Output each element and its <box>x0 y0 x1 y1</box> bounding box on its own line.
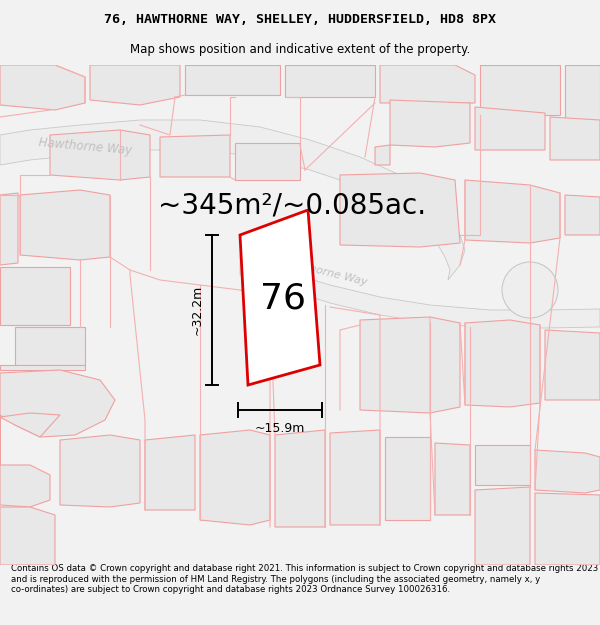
Polygon shape <box>465 180 560 243</box>
Text: Contains OS data © Crown copyright and database right 2021. This information is : Contains OS data © Crown copyright and d… <box>11 564 598 594</box>
Polygon shape <box>240 255 600 328</box>
Polygon shape <box>465 320 540 407</box>
Polygon shape <box>0 365 85 370</box>
Polygon shape <box>565 195 600 235</box>
Circle shape <box>502 262 558 318</box>
Polygon shape <box>360 317 460 413</box>
Polygon shape <box>375 145 390 165</box>
Polygon shape <box>285 65 375 97</box>
Polygon shape <box>475 445 530 485</box>
Polygon shape <box>240 210 320 385</box>
Text: ~32.2m: ~32.2m <box>191 285 204 335</box>
Text: ~15.9m: ~15.9m <box>255 422 305 435</box>
Polygon shape <box>275 430 325 527</box>
Polygon shape <box>0 370 115 437</box>
Polygon shape <box>0 465 50 507</box>
Polygon shape <box>390 100 470 147</box>
Polygon shape <box>550 117 600 160</box>
Polygon shape <box>50 130 150 180</box>
Polygon shape <box>60 435 140 507</box>
Polygon shape <box>380 65 475 103</box>
Polygon shape <box>535 493 600 565</box>
Polygon shape <box>0 65 85 110</box>
Polygon shape <box>480 65 560 115</box>
Polygon shape <box>15 327 85 365</box>
Text: 76, HAWTHORNE WAY, SHELLEY, HUDDERSFIELD, HD8 8PX: 76, HAWTHORNE WAY, SHELLEY, HUDDERSFIELD… <box>104 13 496 26</box>
Text: Hawthorne Way: Hawthorne Way <box>38 136 133 158</box>
Text: Hawthorne Way: Hawthorne Way <box>280 256 368 288</box>
Polygon shape <box>145 435 195 510</box>
Text: ~345m²/~0.085ac.: ~345m²/~0.085ac. <box>158 191 426 219</box>
Polygon shape <box>0 267 70 325</box>
Polygon shape <box>435 443 470 515</box>
Polygon shape <box>0 507 55 565</box>
Polygon shape <box>0 413 60 465</box>
Polygon shape <box>20 190 110 260</box>
Polygon shape <box>340 173 460 247</box>
Text: Map shows position and indicative extent of the property.: Map shows position and indicative extent… <box>130 42 470 56</box>
Polygon shape <box>475 107 545 150</box>
Polygon shape <box>0 120 465 280</box>
Polygon shape <box>565 65 600 120</box>
Polygon shape <box>0 193 18 265</box>
Polygon shape <box>90 65 180 105</box>
Polygon shape <box>200 430 270 525</box>
Polygon shape <box>160 135 230 177</box>
Polygon shape <box>535 450 600 493</box>
Polygon shape <box>475 487 530 565</box>
Polygon shape <box>545 330 600 400</box>
Polygon shape <box>185 65 280 95</box>
Polygon shape <box>330 430 380 525</box>
Polygon shape <box>235 143 300 180</box>
Polygon shape <box>385 437 430 520</box>
Text: 76: 76 <box>260 282 306 316</box>
